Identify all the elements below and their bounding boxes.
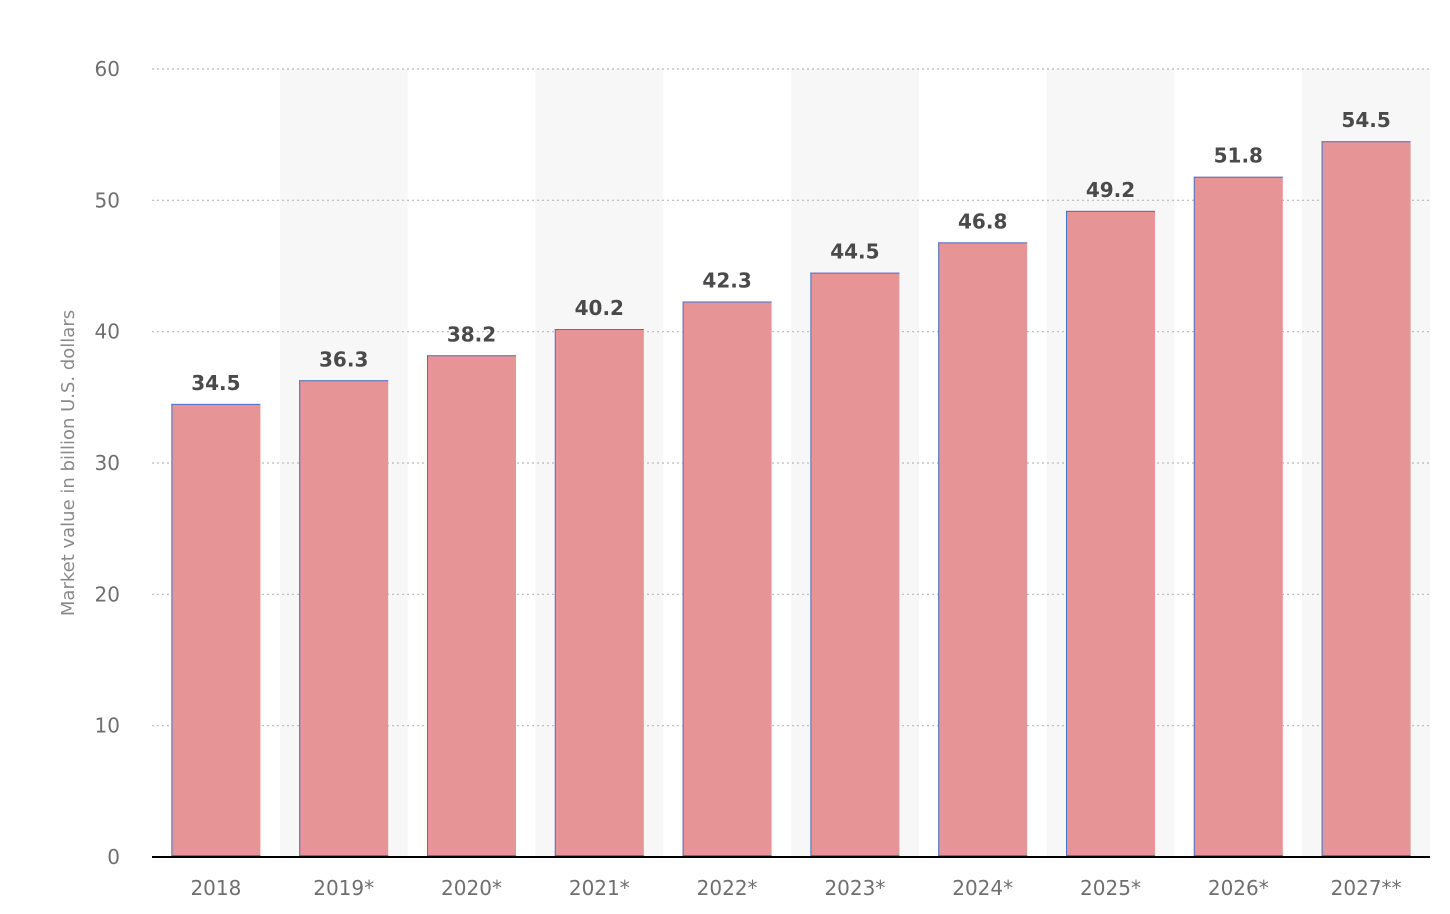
bar bbox=[554, 329, 644, 857]
x-tick-label-2021: 2021* bbox=[569, 876, 630, 900]
value-label-2027: 54.5 bbox=[1341, 108, 1390, 132]
x-axis: 2018 2019* 2020* 2021* 2022* 2023* 2024* 2025* 2… bbox=[152, 856, 1430, 900]
bar-group-2024 bbox=[938, 242, 1028, 858]
bar bbox=[299, 380, 389, 857]
y-tick-label-40: 40 bbox=[95, 320, 120, 344]
y-axis: 0 10 20 30 40 50 60 bbox=[95, 57, 120, 869]
y-tick-label-0: 0 bbox=[107, 845, 120, 869]
value-label-2020: 38.2 bbox=[447, 322, 496, 346]
y-tick-label-30: 30 bbox=[95, 451, 120, 475]
value-label-2019: 36.3 bbox=[319, 347, 368, 371]
x-tick-label-2019: 2019* bbox=[313, 876, 374, 900]
bar-group-2018 bbox=[171, 403, 261, 857]
bars bbox=[171, 141, 1411, 858]
y-tick-label-10: 10 bbox=[95, 714, 120, 738]
bar bbox=[938, 242, 1028, 858]
bar bbox=[1193, 176, 1283, 857]
bar-group-2022 bbox=[682, 301, 772, 858]
x-tick-label-2026: 2026* bbox=[1208, 876, 1269, 900]
y-tick-label-50: 50 bbox=[95, 188, 120, 212]
y-tick-label-20: 20 bbox=[95, 582, 120, 606]
bar bbox=[171, 403, 261, 857]
bar bbox=[682, 301, 772, 858]
value-label-2022: 42.3 bbox=[702, 268, 751, 292]
x-tick-label-2018: 2018 bbox=[190, 876, 241, 900]
value-label-2023: 44.5 bbox=[830, 240, 879, 264]
bar-group-2027 bbox=[1321, 141, 1411, 857]
x-tick-label-2025: 2025* bbox=[1080, 876, 1141, 900]
bar-group-2026 bbox=[1193, 176, 1283, 857]
x-tick-label-2020: 2020* bbox=[441, 876, 502, 900]
bar-group-2021 bbox=[554, 329, 644, 857]
y-tick-label-60: 60 bbox=[95, 57, 120, 81]
value-label-2018: 34.5 bbox=[191, 371, 240, 395]
bar-group-2019 bbox=[299, 380, 389, 857]
bar-group-2025 bbox=[1066, 210, 1155, 858]
x-tick-label-2024: 2024* bbox=[952, 876, 1013, 900]
bar bbox=[810, 272, 900, 858]
x-tick-label-2023: 2023* bbox=[824, 876, 885, 900]
value-label-2025: 49.2 bbox=[1086, 178, 1135, 202]
bar-group-2023 bbox=[810, 272, 900, 858]
x-tick-label-2022: 2022* bbox=[697, 876, 758, 900]
bar bbox=[427, 355, 516, 857]
y-axis-title: Market value in billion U.S. dollars bbox=[58, 310, 79, 616]
bar bbox=[1066, 210, 1155, 858]
bar-group-2020 bbox=[427, 355, 516, 857]
value-label-2026: 51.8 bbox=[1214, 144, 1263, 168]
value-labels: 34.5 36.3 38.2 40.2 42.3 44.5 46.8 49.2 51.8 54.5 bbox=[191, 108, 1391, 395]
value-label-2024: 46.8 bbox=[958, 209, 1007, 233]
value-label-2021: 40.2 bbox=[575, 296, 624, 320]
bar bbox=[1321, 141, 1411, 857]
x-tick-label-2027: 2027** bbox=[1331, 876, 1402, 900]
